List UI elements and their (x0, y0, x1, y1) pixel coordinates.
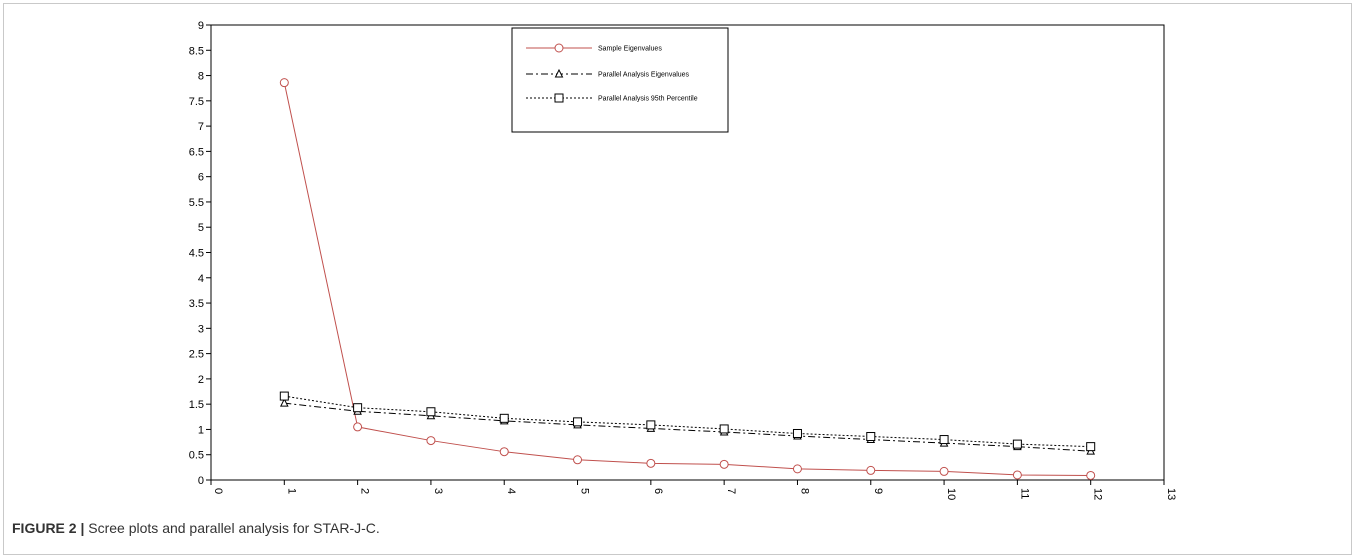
data-point (939, 435, 949, 445)
x-tick-label: 10 (945, 488, 957, 500)
data-point (1012, 470, 1022, 480)
y-tick-label: 0 (198, 475, 204, 487)
y-tick-label: 3.5 (189, 298, 204, 310)
figure-frame (3, 3, 1352, 555)
caption-text: Scree plots and parallel analysis for ST… (84, 520, 380, 536)
data-point (499, 447, 509, 457)
x-tick-label: 9 (872, 488, 884, 494)
data-point (646, 458, 656, 468)
data-point (279, 391, 289, 401)
y-tick-label: 9 (198, 20, 204, 32)
x-tick-label: 7 (725, 488, 737, 494)
y-tick-label: 1 (198, 424, 204, 436)
x-tick-label: 8 (798, 488, 810, 494)
data-point (866, 432, 876, 442)
series-line (284, 395, 1091, 448)
caption-label: FIGURE 2 | (12, 520, 85, 536)
x-tick-label: 6 (652, 488, 664, 494)
y-tick-label: 0.5 (189, 450, 204, 462)
data-point (353, 422, 363, 432)
y-tick-label: 1.5 (189, 399, 204, 411)
data-point (792, 428, 802, 438)
y-tick-label: 4.5 (189, 248, 204, 260)
series-line (283, 82, 1091, 476)
data-point (719, 424, 729, 434)
y-tick-label: 8 (198, 71, 204, 83)
legend-label: Parallel Analysis 95th Percentile (598, 96, 698, 103)
y-tick-label: 7 (198, 121, 204, 133)
data-point (866, 465, 876, 475)
legend: Sample Eigenvalues Parallel Analysis Eige… (511, 27, 729, 133)
legend-label: Parallel Analysis Eigenvalues (598, 72, 690, 79)
x-tick-label: 0 (212, 488, 224, 494)
legend-label: Sample Eigenvalues (598, 46, 662, 53)
data-point (719, 459, 729, 469)
data-point (939, 466, 949, 476)
data-point (279, 78, 289, 88)
y-tick-label: 6.5 (189, 146, 204, 158)
axes: 00.511.522.533.544.555.566.577.588.590 1 2… (189, 20, 1177, 500)
y-tick-label: 4 (198, 273, 204, 285)
data-point (1086, 442, 1096, 452)
x-tick-label: 5 (579, 488, 591, 494)
figure-caption: FIGURE 2 | Scree plots and parallel anal… (12, 520, 380, 536)
y-tick-label: 5.5 (189, 197, 204, 209)
y-tick-label: 7.5 (189, 96, 204, 108)
x-tick-label: 2 (359, 488, 371, 494)
data-point (426, 407, 436, 417)
x-tick-label: 12 (1092, 488, 1104, 500)
data-point (573, 417, 583, 427)
y-tick-label: 6 (198, 172, 204, 184)
legend-swatch-marker (554, 93, 564, 103)
data-point (426, 436, 436, 446)
legend-swatch-marker (554, 68, 564, 78)
data-point (646, 420, 656, 430)
y-tick-label: 3 (198, 323, 204, 335)
scree-plot-chart: 00.511.522.533.544.555.566.577.588.590 1 2… (189, 20, 1177, 500)
x-tick-label: 11 (1018, 488, 1030, 499)
legend-swatch-marker (554, 43, 564, 53)
x-tick-label: 1 (285, 488, 297, 494)
y-tick-label: 2 (198, 374, 204, 386)
y-tick-label: 2.5 (189, 349, 204, 361)
data-point (1086, 470, 1096, 480)
y-tick-label: 8.5 (189, 45, 204, 57)
x-tick-label: 13 (1165, 488, 1177, 500)
legend-box (511, 27, 729, 133)
data-point (499, 413, 509, 423)
data-point (792, 464, 802, 474)
data-point (353, 403, 363, 413)
series-0 (279, 78, 1096, 480)
data-point (279, 398, 289, 407)
x-tick-label: 4 (505, 488, 517, 494)
series-layer (279, 78, 1096, 480)
series-2 (279, 391, 1096, 452)
x-tick-label: 3 (432, 488, 444, 494)
data-point (1012, 439, 1022, 449)
y-tick-label: 5 (198, 222, 204, 234)
data-point (573, 455, 583, 465)
